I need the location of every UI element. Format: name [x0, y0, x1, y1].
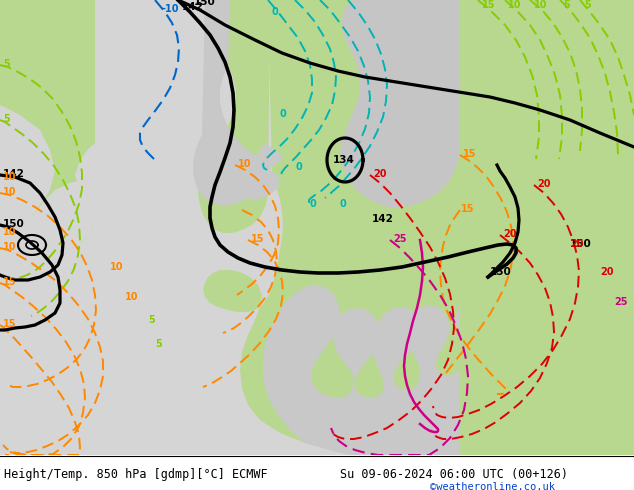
Text: 142: 142 — [3, 169, 25, 179]
Polygon shape — [245, 160, 280, 200]
Text: 150: 150 — [570, 239, 592, 249]
Text: 20: 20 — [503, 229, 517, 239]
Text: 10: 10 — [3, 227, 16, 237]
Text: 0: 0 — [295, 162, 302, 172]
Text: 25: 25 — [614, 297, 628, 307]
Text: Height/Temp. 850 hPa [gdmp][°C] ECMWF: Height/Temp. 850 hPa [gdmp][°C] ECMWF — [4, 468, 268, 481]
Text: -10: -10 — [162, 4, 179, 14]
Polygon shape — [283, 0, 460, 207]
Polygon shape — [0, 180, 100, 455]
Text: 10: 10 — [110, 262, 124, 272]
Text: 15: 15 — [251, 234, 264, 244]
Text: 15: 15 — [3, 277, 16, 287]
Text: 10: 10 — [3, 187, 16, 197]
Polygon shape — [0, 0, 145, 250]
Text: 0: 0 — [340, 199, 347, 209]
Text: 150: 150 — [3, 219, 25, 229]
Text: 20: 20 — [373, 169, 387, 179]
Polygon shape — [460, 0, 634, 455]
Polygon shape — [257, 143, 282, 167]
Text: 10: 10 — [125, 292, 138, 302]
Text: 0: 0 — [280, 109, 287, 119]
Text: 5: 5 — [3, 114, 10, 124]
Text: 5: 5 — [584, 0, 591, 10]
Text: 15: 15 — [461, 204, 474, 214]
Polygon shape — [263, 274, 634, 455]
Text: 20: 20 — [600, 267, 614, 277]
Text: 150: 150 — [194, 0, 216, 7]
Text: 10: 10 — [508, 0, 522, 10]
Polygon shape — [95, 0, 265, 292]
Polygon shape — [0, 0, 634, 455]
Text: 15: 15 — [482, 0, 496, 10]
Text: 142: 142 — [182, 2, 204, 12]
Text: 5: 5 — [3, 59, 10, 69]
Text: Su 09-06-2024 06:00 UTC (00+126): Su 09-06-2024 06:00 UTC (00+126) — [340, 468, 568, 481]
Text: 15: 15 — [3, 319, 16, 329]
Text: 5: 5 — [563, 0, 570, 10]
Text: 25: 25 — [393, 234, 406, 244]
Text: 15: 15 — [463, 149, 477, 159]
Text: 10: 10 — [534, 0, 548, 10]
Text: 134: 134 — [333, 155, 355, 165]
Text: ©weatheronline.co.uk: ©weatheronline.co.uk — [430, 482, 555, 490]
Text: 0: 0 — [272, 7, 279, 17]
Polygon shape — [0, 455, 634, 490]
Text: 142: 142 — [372, 214, 394, 224]
Text: 20: 20 — [570, 239, 583, 249]
Text: 5: 5 — [155, 339, 162, 349]
Text: 5: 5 — [148, 315, 155, 325]
Text: 10: 10 — [238, 159, 252, 169]
Polygon shape — [198, 0, 270, 233]
Text: 0: 0 — [310, 199, 317, 209]
Text: 10: 10 — [3, 242, 16, 252]
Polygon shape — [203, 0, 634, 455]
Text: 20: 20 — [537, 179, 550, 189]
Polygon shape — [193, 0, 272, 205]
Text: 150: 150 — [490, 267, 512, 277]
Text: 10: 10 — [3, 172, 16, 182]
